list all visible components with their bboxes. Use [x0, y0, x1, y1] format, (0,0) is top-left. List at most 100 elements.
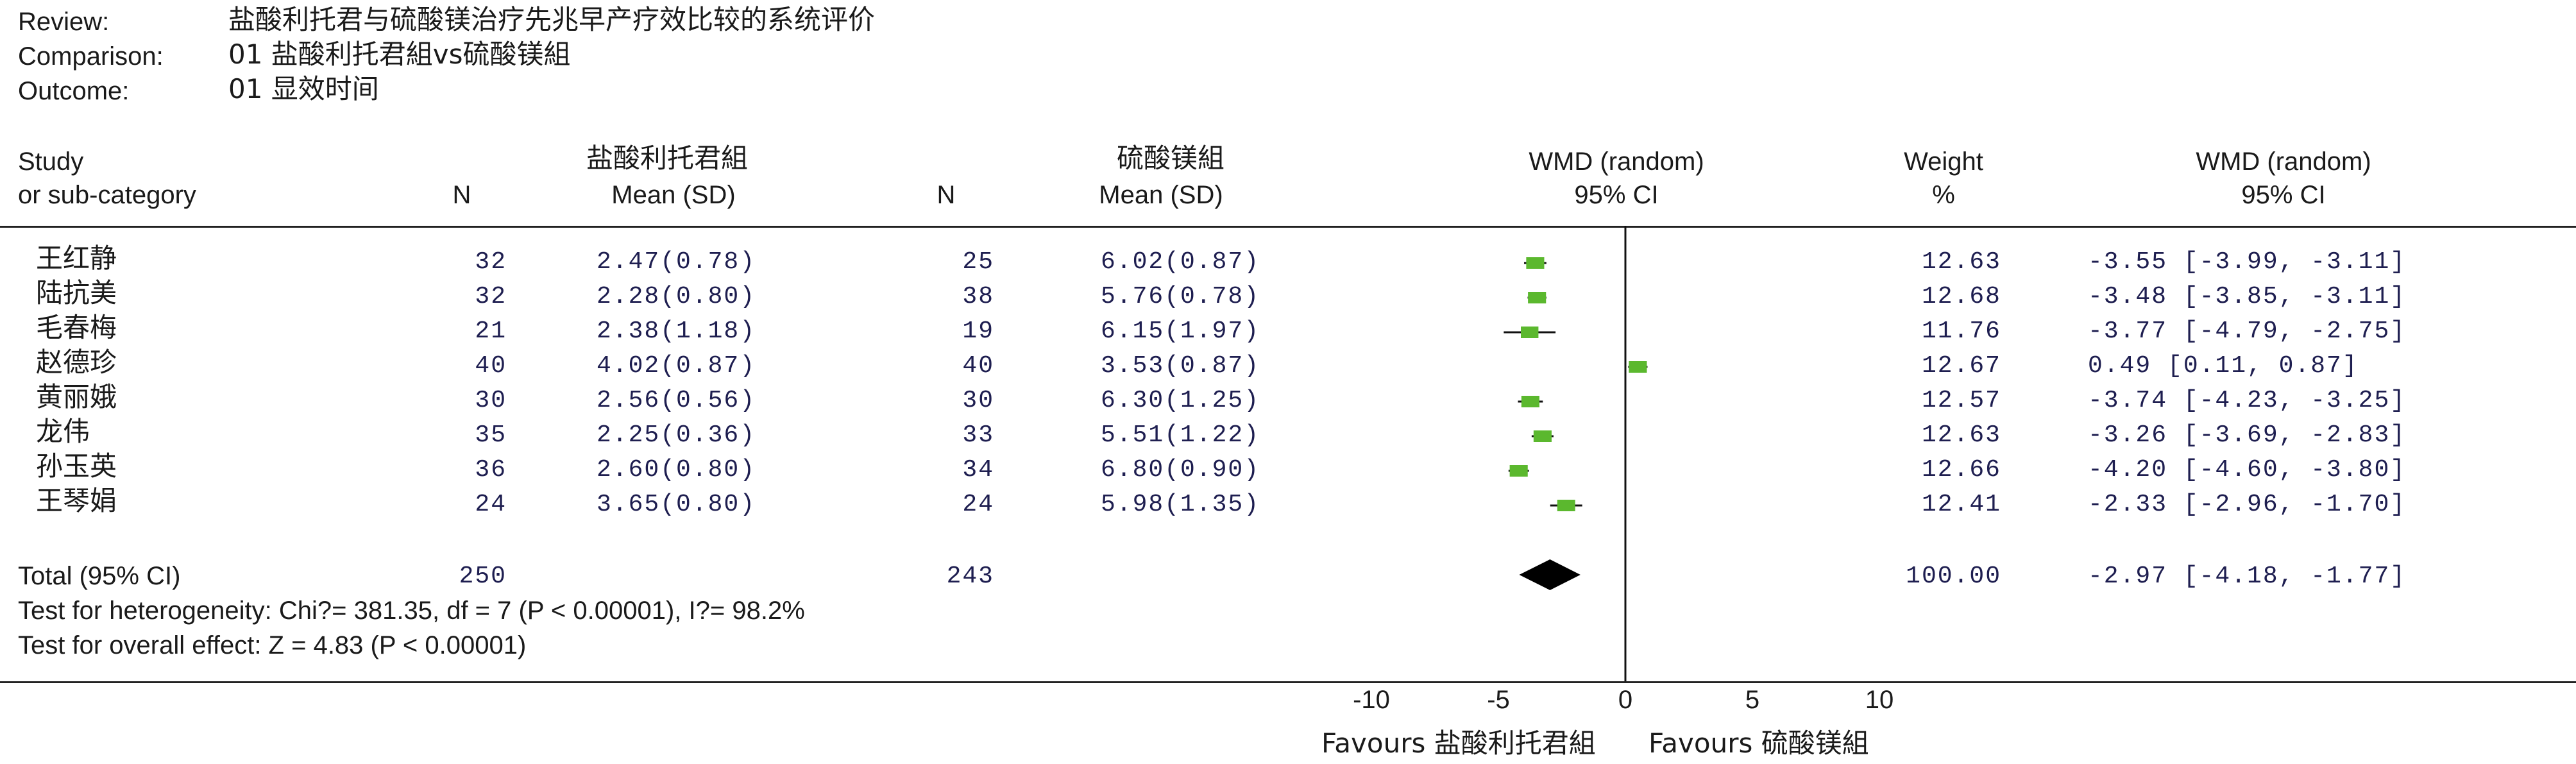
col-mean-sd-2: Mean (SD): [1099, 181, 1223, 209]
study-name: 陆抗美: [36, 277, 117, 309]
review-title: 盐酸利托君与硫酸镁治疗先兆早产疗效比较的系统评价: [228, 4, 876, 35]
n1-value: 32: [475, 283, 507, 310]
weight-value: 12.57: [1921, 387, 2001, 414]
col-group1: 盐酸利托君組: [586, 142, 748, 174]
x-tick-label: -10: [1353, 686, 1390, 714]
mean-sd-1-value: 4.02(0.87): [597, 352, 756, 380]
comparison-value: 01 盐酸利托君組vs硫酸镁組: [228, 38, 571, 70]
col-n1: N: [452, 181, 471, 209]
wmd-ci-value: -3.48 [-3.85, -3.11]: [2088, 283, 2407, 310]
n2-value: 25: [962, 248, 994, 276]
mean-sd-1-value: 2.47(0.78): [597, 248, 756, 276]
n2-value: 30: [962, 387, 994, 414]
col-subcategory: or sub-category: [18, 181, 196, 209]
weight-value: 11.76: [1921, 318, 2001, 345]
mean-sd-2-value: 6.30(1.25): [1101, 387, 1260, 414]
study-name: 黄丽娥: [36, 381, 117, 412]
study-name: 龙伟: [36, 416, 90, 447]
n1-value: 36: [475, 456, 507, 484]
n1-value: 30: [475, 387, 507, 414]
weight-value: 12.63: [1921, 421, 2001, 449]
col-study: Study: [18, 148, 84, 176]
mean-sd-2-value: 6.15(1.97): [1101, 318, 1260, 345]
weight-value: 12.63: [1921, 248, 2001, 276]
mean-sd-1-value: 2.38(1.18): [597, 318, 756, 345]
point-estimate-marker: [1521, 327, 1539, 338]
study-name: 孙玉英: [36, 450, 117, 482]
weight-value: 12.66: [1921, 456, 2001, 484]
review-label: Review:: [18, 8, 110, 36]
mean-sd-2-value: 3.53(0.87): [1101, 352, 1260, 380]
n1-value: 32: [475, 248, 507, 276]
point-estimate-marker: [1509, 465, 1528, 477]
total-n2: 243: [946, 563, 994, 590]
n1-value: 35: [475, 421, 507, 449]
col-weight: Weight: [1904, 148, 1983, 176]
n1-value: 21: [475, 318, 507, 345]
n2-value: 38: [962, 283, 994, 310]
mean-sd-2-value: 6.02(0.87): [1101, 248, 1260, 276]
point-estimate-marker: [1528, 292, 1546, 303]
col-wmd-right-ci: 95% CI: [2241, 181, 2326, 209]
mean-sd-1-value: 2.25(0.36): [597, 421, 756, 449]
n2-value: 33: [962, 421, 994, 449]
header-rule: [0, 226, 2576, 228]
wmd-ci-value: -4.20 [-4.60, -3.80]: [2088, 456, 2407, 484]
n2-value: 24: [962, 491, 994, 518]
mean-sd-1-value: 2.56(0.56): [597, 387, 756, 414]
wmd-ci-value: -3.26 [-3.69, -2.83]: [2088, 421, 2407, 449]
footer-rule: [0, 681, 2576, 683]
study-name: 王琴娟: [36, 485, 117, 516]
favours-left-label: Favours 盐酸利托君組: [1321, 727, 1596, 759]
weight-value: 12.41: [1921, 491, 2001, 518]
study-name: 赵德珍: [36, 346, 117, 378]
mean-sd-1-value: 3.65(0.80): [597, 491, 756, 518]
mean-sd-2-value: 5.98(1.35): [1101, 491, 1260, 518]
mean-sd-2-value: 5.51(1.22): [1101, 421, 1260, 449]
mean-sd-2-value: 6.80(0.90): [1101, 456, 1260, 484]
total-weight: 100.00: [1906, 563, 2001, 590]
wmd-ci-value: -3.55 [-3.99, -3.11]: [2088, 248, 2407, 276]
col-mean-sd-1: Mean (SD): [611, 181, 736, 209]
pooled-diamond: [1519, 559, 1580, 590]
wmd-ci-value: -3.74 [-4.23, -3.25]: [2088, 387, 2407, 414]
total-n1: 250: [459, 563, 507, 590]
col-weight-pct: %: [1932, 181, 1955, 209]
col-wmd-right: WMD (random): [2196, 148, 2371, 176]
point-estimate-marker: [1526, 257, 1545, 269]
heterogeneity-test: Test for heterogeneity: Chi?= 381.35, df…: [18, 597, 805, 625]
study-name: 王红静: [36, 242, 117, 274]
col-group2: 硫酸镁組: [1116, 142, 1224, 174]
x-tick-label: 0: [1618, 686, 1632, 714]
weight-value: 12.68: [1921, 283, 2001, 310]
overall-effect-test: Test for overall effect: Z = 4.83 (P < 0…: [18, 631, 527, 659]
favours-right-label: Favours 硫酸镁組: [1648, 727, 1869, 759]
n2-value: 40: [962, 352, 994, 380]
point-estimate-marker: [1557, 500, 1575, 511]
outcome-label: Outcome:: [18, 77, 130, 105]
total-wmd-ci: -2.97 [-4.18, -1.77]: [2088, 563, 2407, 590]
comparison-label: Comparison:: [18, 42, 164, 71]
n1-value: 40: [475, 352, 507, 380]
n1-value: 24: [475, 491, 507, 518]
x-tick-label: 10: [1865, 686, 1894, 714]
n2-value: 19: [962, 318, 994, 345]
col-wmd: WMD (random): [1529, 148, 1704, 176]
study-name: 毛春梅: [36, 312, 117, 343]
col-wmd-ci: 95% CI: [1574, 181, 1659, 209]
point-estimate-marker: [1533, 430, 1552, 442]
point-estimate-marker: [1629, 361, 1647, 373]
weight-value: 12.67: [1921, 352, 2001, 380]
wmd-ci-value: 0.49 [0.11, 0.87]: [2088, 352, 2359, 380]
outcome-value: 01 显效时间: [228, 73, 379, 105]
mean-sd-1-value: 2.28(0.80): [597, 283, 756, 310]
col-n2: N: [936, 181, 956, 209]
x-tick-label: 5: [1745, 686, 1759, 714]
point-estimate-marker: [1521, 396, 1539, 407]
x-tick-label: -5: [1487, 686, 1510, 714]
mean-sd-1-value: 2.60(0.80): [597, 456, 756, 484]
n2-value: 34: [962, 456, 994, 484]
wmd-ci-value: -3.77 [-4.79, -2.75]: [2088, 318, 2407, 345]
total-label: Total (95% CI): [18, 562, 181, 590]
